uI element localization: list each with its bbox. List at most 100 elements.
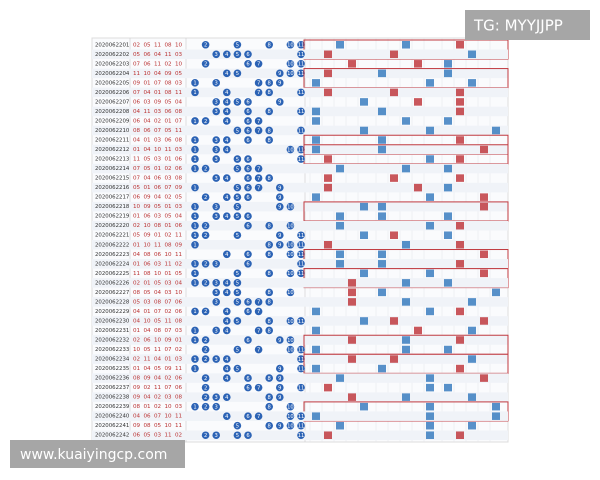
ball-number: 8 bbox=[268, 243, 271, 249]
ball bbox=[276, 193, 284, 201]
ball-number: 3 bbox=[215, 176, 218, 182]
ball bbox=[297, 107, 305, 116]
ball bbox=[212, 393, 220, 401]
ball bbox=[191, 307, 199, 316]
draw-number: 10 bbox=[175, 61, 183, 67]
ball bbox=[244, 193, 252, 201]
ball bbox=[254, 307, 263, 316]
ball bbox=[297, 345, 305, 354]
ball bbox=[212, 202, 220, 211]
draw-number: 03 bbox=[165, 395, 173, 401]
ball-number: 1 bbox=[193, 166, 196, 172]
draw-number: 06 bbox=[175, 299, 183, 305]
ball bbox=[201, 279, 210, 287]
ball bbox=[212, 212, 220, 220]
ball bbox=[286, 145, 295, 154]
ball-number: 4 bbox=[225, 281, 229, 287]
draw-number: 11 bbox=[165, 147, 173, 153]
row-stripe bbox=[92, 182, 508, 193]
pattern-cell bbox=[360, 317, 368, 325]
pattern-cell bbox=[336, 41, 344, 49]
row-stripe bbox=[92, 220, 508, 231]
pattern-cell bbox=[444, 183, 452, 192]
draw-number: 03 bbox=[154, 138, 162, 144]
draw-number: 06 bbox=[144, 61, 152, 67]
ball bbox=[212, 431, 220, 440]
draw-number: 08 bbox=[133, 290, 141, 296]
ball bbox=[233, 269, 242, 278]
ball-number: 5 bbox=[236, 233, 239, 239]
ball-number: 9 bbox=[278, 424, 281, 430]
draw-number: 10 bbox=[144, 223, 152, 229]
ball-number: 3 bbox=[215, 281, 218, 287]
ball-number: 8 bbox=[268, 252, 271, 258]
draw-number: 05 bbox=[154, 318, 162, 324]
ball bbox=[276, 383, 284, 392]
pattern-cell bbox=[336, 164, 344, 173]
row-stripe bbox=[92, 278, 508, 288]
ball-number: 7 bbox=[257, 128, 260, 134]
ball-number: 3 bbox=[215, 100, 218, 106]
draw-number: 03 bbox=[175, 204, 183, 210]
ball-number: 4 bbox=[225, 100, 229, 106]
pattern-cell bbox=[456, 155, 464, 163]
pattern-cell bbox=[360, 98, 368, 106]
pattern-cell bbox=[480, 250, 488, 259]
draw-number: 06 bbox=[144, 261, 152, 267]
ball bbox=[212, 288, 220, 297]
pattern-cell bbox=[390, 88, 398, 97]
ball-number: 5 bbox=[236, 52, 239, 58]
issue: 2020062216 bbox=[95, 185, 130, 191]
ball-number: 2 bbox=[204, 357, 207, 363]
draw-number: 06 bbox=[165, 109, 173, 115]
ball bbox=[212, 279, 220, 287]
pattern-cell bbox=[402, 393, 410, 401]
ball-number: 5 bbox=[236, 71, 239, 77]
issue: 2020062236 bbox=[95, 376, 130, 382]
ball bbox=[201, 231, 210, 240]
draw-number: 02 bbox=[133, 42, 140, 48]
ball bbox=[201, 40, 210, 49]
ball bbox=[233, 317, 242, 325]
pattern-cell bbox=[378, 260, 386, 268]
pattern-cell bbox=[492, 288, 500, 297]
pattern-cell bbox=[324, 155, 332, 163]
ball bbox=[233, 421, 242, 430]
draw-number: 05 bbox=[165, 128, 173, 134]
draw-number: 08 bbox=[133, 376, 141, 382]
ball-number: 5 bbox=[236, 290, 239, 296]
ball bbox=[297, 155, 305, 163]
pattern-cell bbox=[324, 69, 332, 78]
pattern-cell bbox=[336, 374, 344, 382]
draw-number: 04 bbox=[144, 395, 152, 401]
ball bbox=[233, 345, 242, 354]
ball-number: 1 bbox=[193, 328, 196, 334]
issue: 2020062224 bbox=[95, 261, 130, 267]
draw-number: 10 bbox=[144, 242, 152, 248]
ball bbox=[201, 260, 210, 268]
draw-number: 01 bbox=[144, 309, 152, 315]
ball bbox=[265, 402, 274, 411]
draw-number: 05 bbox=[154, 366, 162, 372]
ball bbox=[254, 164, 263, 173]
ball bbox=[244, 298, 252, 306]
pattern-cell bbox=[456, 41, 464, 49]
ball-number: 10 bbox=[287, 424, 294, 430]
pattern-cell bbox=[468, 393, 476, 401]
ball bbox=[191, 212, 199, 220]
ball bbox=[191, 279, 199, 287]
ball bbox=[223, 374, 231, 382]
ball-number: 1 bbox=[193, 185, 196, 191]
ball bbox=[244, 212, 252, 220]
draw-number: 05 bbox=[133, 299, 141, 305]
draw-number: 11 bbox=[175, 423, 183, 429]
issue: 2020062209 bbox=[95, 118, 130, 124]
ball bbox=[286, 269, 295, 278]
ball-number: 10 bbox=[287, 404, 294, 410]
ball-number: 1 bbox=[193, 357, 196, 363]
ball bbox=[265, 136, 274, 144]
ball bbox=[212, 50, 220, 59]
pattern-cell bbox=[426, 193, 434, 201]
draw-number: 09 bbox=[165, 71, 173, 77]
